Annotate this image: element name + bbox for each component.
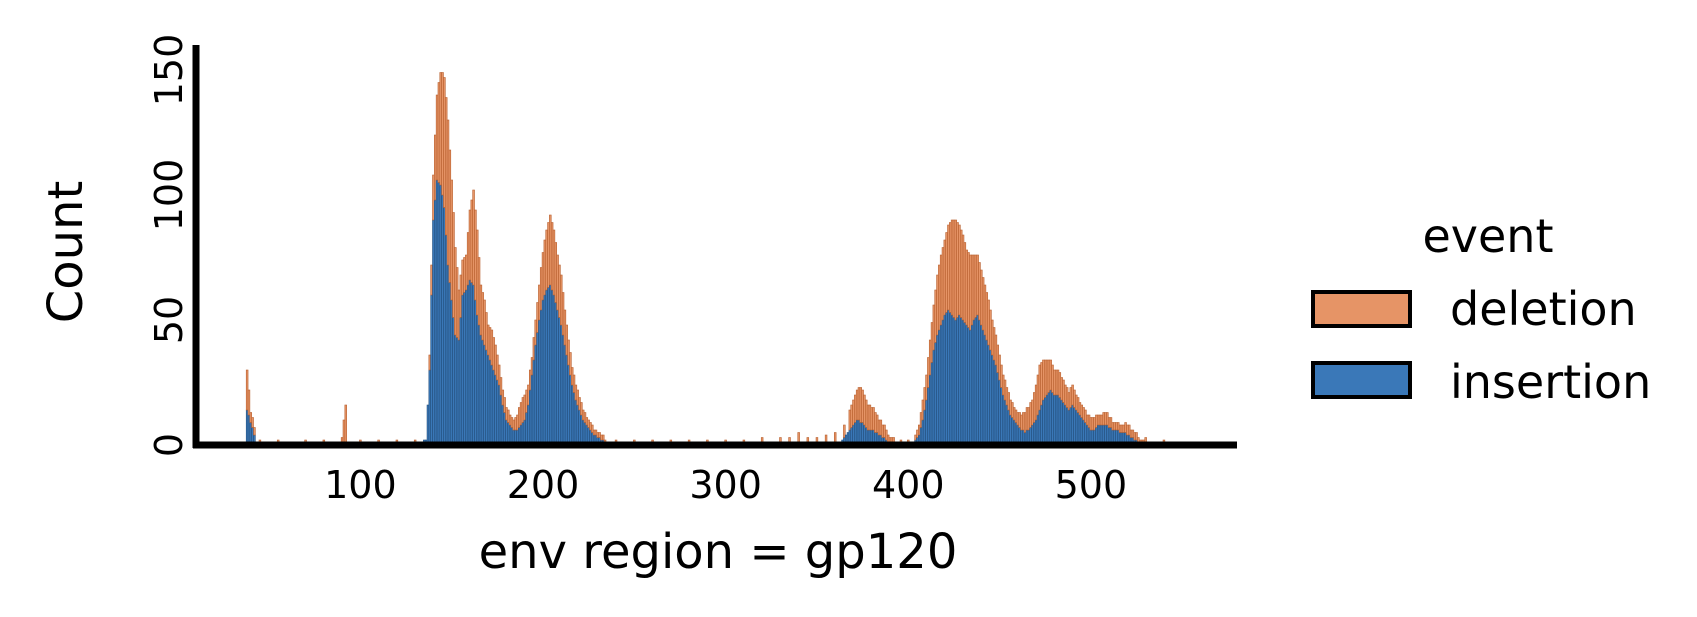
- axes-layer: [192, 45, 1237, 449]
- bar-deletion: [251, 417, 254, 428]
- y-tick-label: 50: [147, 296, 191, 344]
- y-tick-label: 100: [147, 159, 191, 232]
- y-tick-label: 0: [147, 433, 191, 457]
- bar-deletion: [344, 404, 347, 443]
- legend-swatch-insertion: [1311, 361, 1412, 399]
- y-axis-title: Count: [38, 181, 94, 324]
- bar-deletion: [833, 432, 837, 443]
- bar-deletion: [503, 397, 506, 413]
- bar-deletion: [591, 424, 594, 433]
- bar-deletion: [253, 427, 256, 436]
- x-tick-label: 300: [689, 463, 762, 507]
- bar-deletion: [569, 352, 572, 376]
- legend: event deletion insertion: [1311, 209, 1651, 409]
- x-tick-label: 200: [507, 463, 580, 507]
- bar-deletion: [572, 374, 576, 393]
- legend-title: event: [1422, 209, 1553, 263]
- x-axis-title: env region = gp120: [479, 524, 958, 580]
- bar-deletion: [1135, 432, 1138, 441]
- bars-layer: [245, 72, 1177, 446]
- legend-label-insertion: insertion: [1450, 355, 1651, 409]
- bar-deletion: [580, 402, 583, 416]
- bar-deletion: [797, 432, 800, 443]
- bar-deletion: [247, 389, 251, 416]
- bar-deletion: [602, 434, 605, 441]
- bar-deletion: [843, 424, 846, 438]
- bar-deletion: [497, 364, 501, 386]
- x-tick-label: 100: [324, 463, 397, 507]
- x-tick-label: 500: [1055, 463, 1128, 507]
- ticks-layer: 100 200 300 400 500 0 50 100 150: [147, 34, 1127, 507]
- legend-swatch-deletion: [1311, 290, 1412, 328]
- legend-label-deletion: deletion: [1450, 282, 1637, 336]
- y-tick-label: 150: [147, 34, 191, 107]
- x-tick-label: 400: [872, 463, 945, 507]
- bar-deletion: [499, 377, 503, 396]
